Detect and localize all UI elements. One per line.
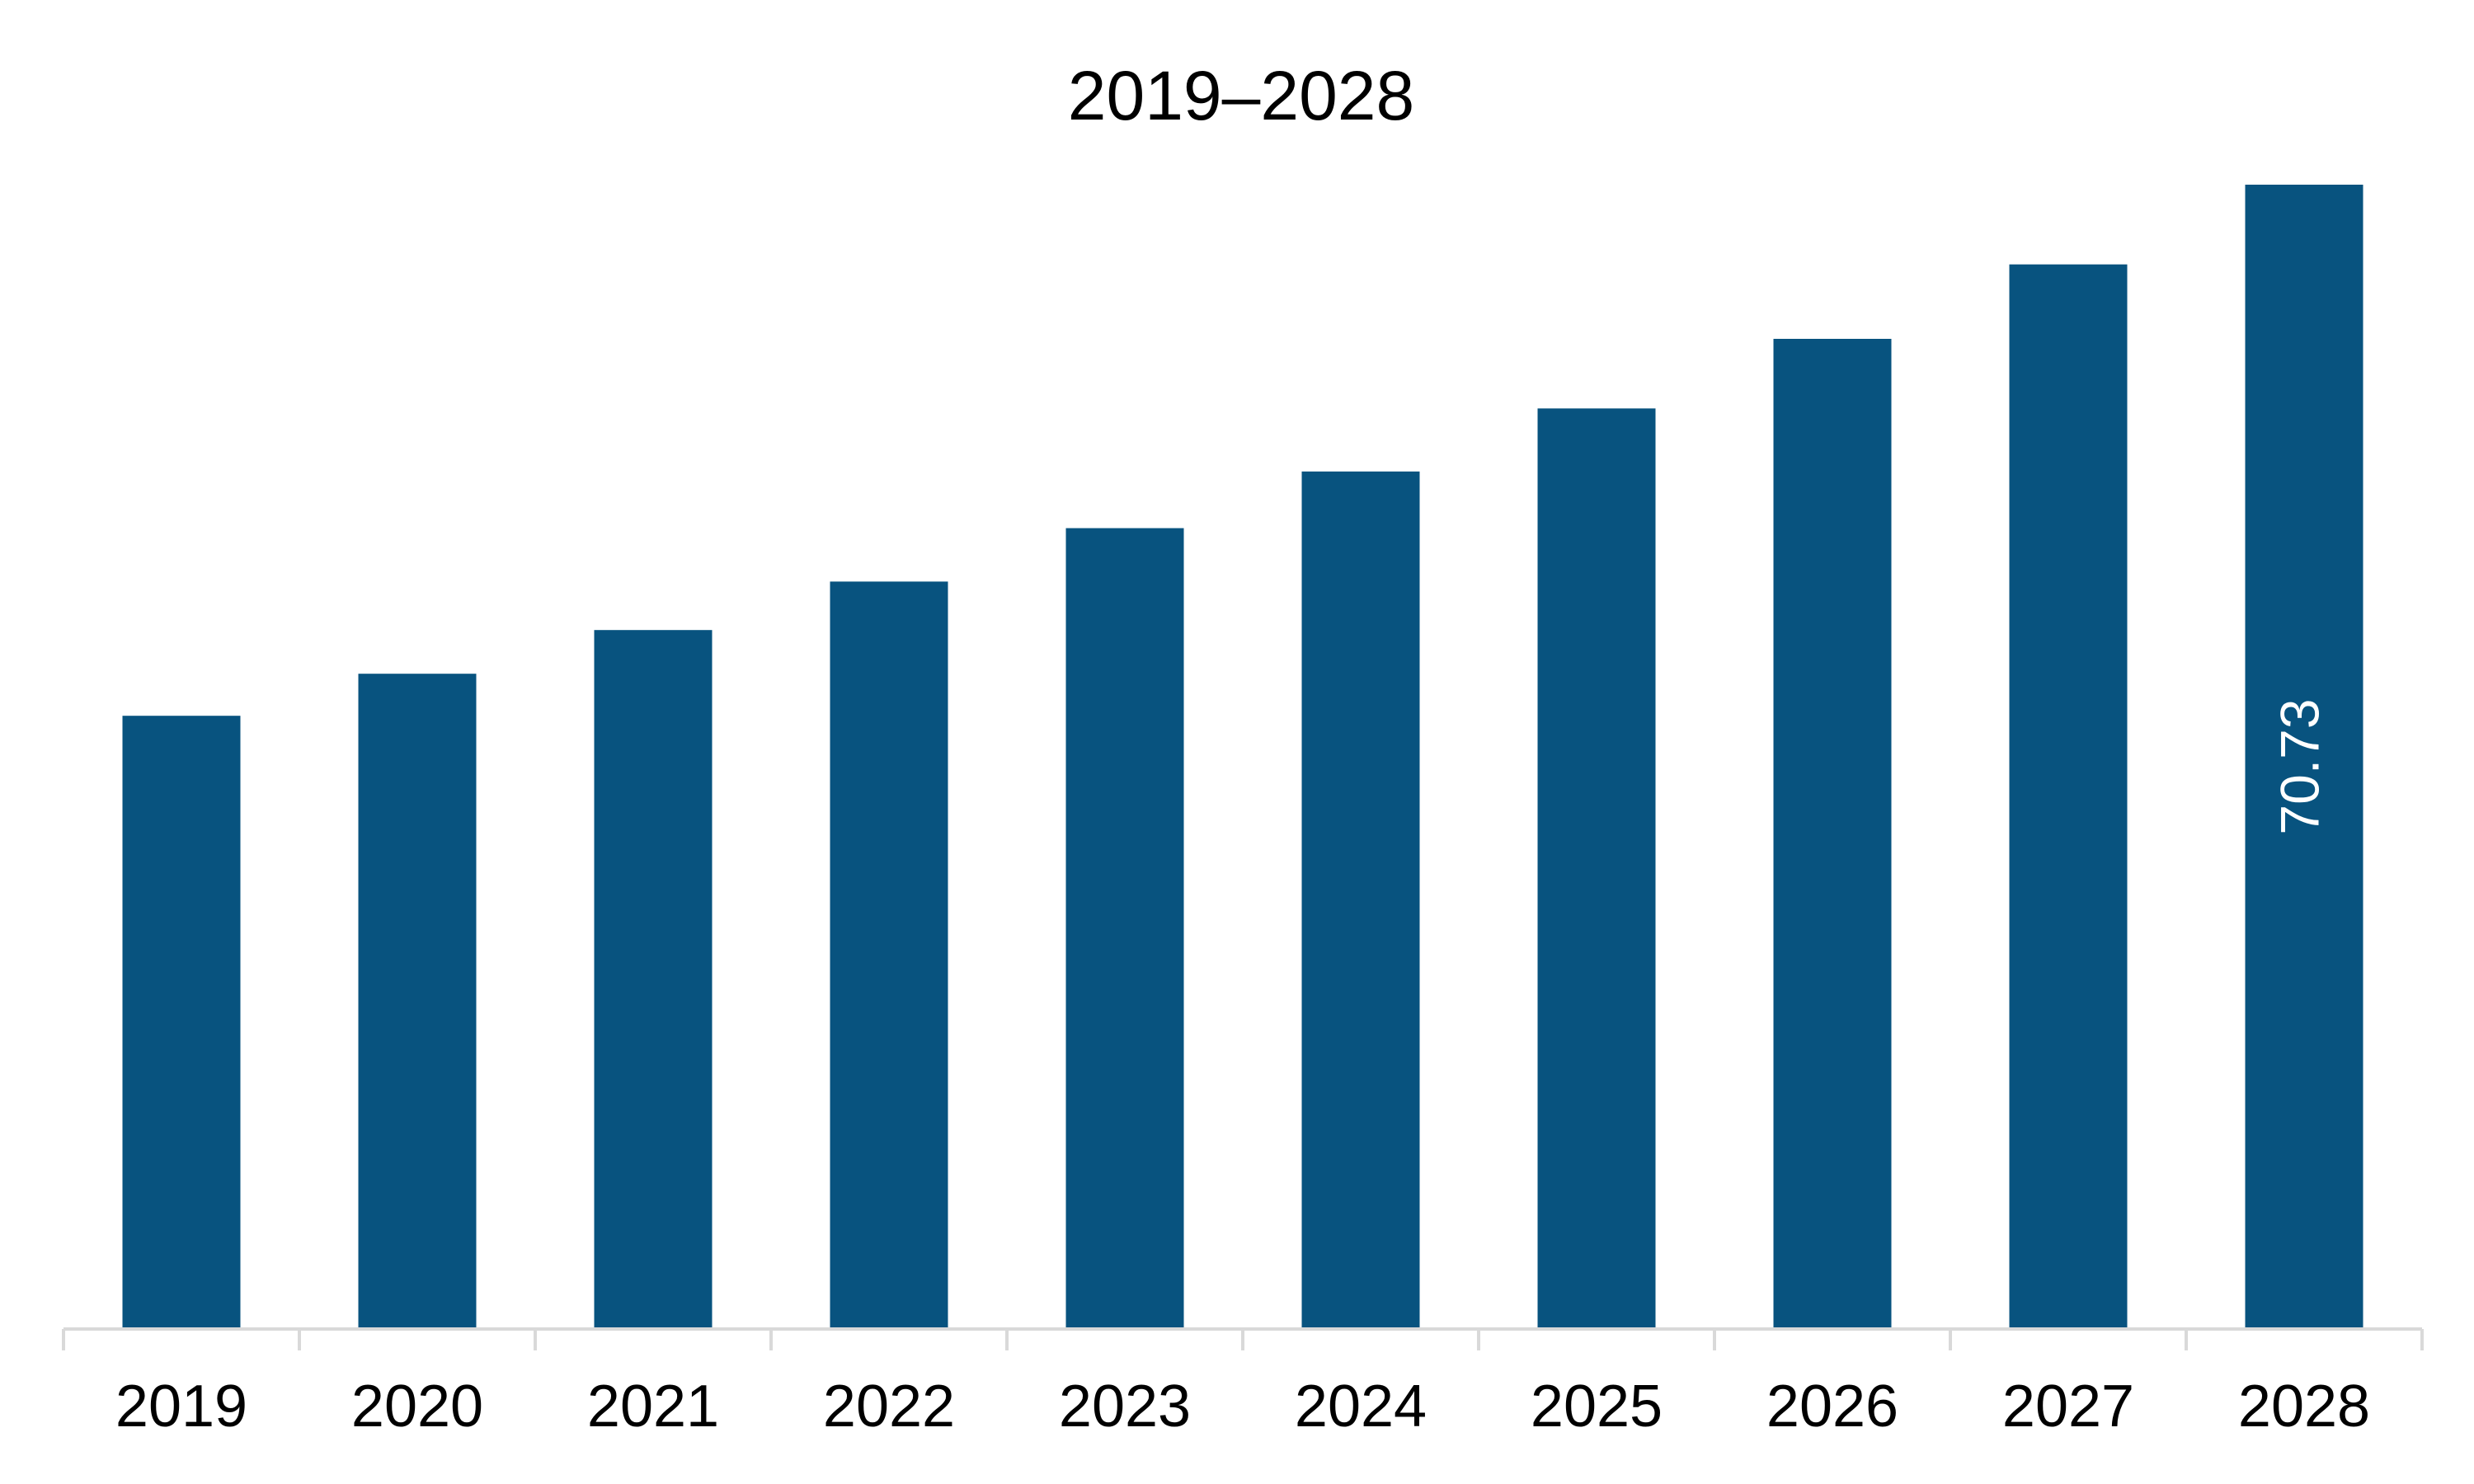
bar-2020 (358, 674, 477, 1329)
bar-2023 (1065, 528, 1184, 1329)
bar-2025 (1537, 408, 1656, 1329)
x-tick-label-2021: 2021 (587, 1374, 719, 1439)
bar-2027 (2009, 264, 2128, 1330)
bar-2019 (122, 716, 241, 1329)
bar-2026 (1773, 339, 1892, 1329)
data-label-2028: 70.73 (2269, 698, 2330, 834)
bar-2024 (1301, 471, 1420, 1329)
bar-2021 (594, 630, 713, 1329)
data-labels: 70.73 (2269, 698, 2330, 834)
x-tick-label-2019: 2019 (115, 1374, 247, 1439)
bars-group (122, 185, 2363, 1330)
x-tick-label-2026: 2026 (1766, 1374, 1898, 1439)
x-tick-label-2023: 2023 (1059, 1374, 1191, 1439)
bar-2028 (2245, 185, 2363, 1329)
bar-2022 (830, 581, 948, 1329)
chart-title: 2019–2028 (1068, 57, 1414, 134)
x-axis (62, 1327, 2424, 1350)
x-tick-label-2020: 2020 (351, 1374, 483, 1439)
x-tick-label-2022: 2022 (823, 1374, 955, 1439)
x-tick-label-2028: 2028 (2238, 1374, 2370, 1439)
x-tick-label-2027: 2027 (2002, 1374, 2134, 1439)
x-tick-label-2025: 2025 (1531, 1374, 1663, 1439)
x-tick-labels: 2019 2020 2021 2022 2023 2024 2025 2026 2027 2028 (115, 1374, 2370, 1439)
x-tick-label-2024: 2024 (1295, 1374, 1427, 1439)
